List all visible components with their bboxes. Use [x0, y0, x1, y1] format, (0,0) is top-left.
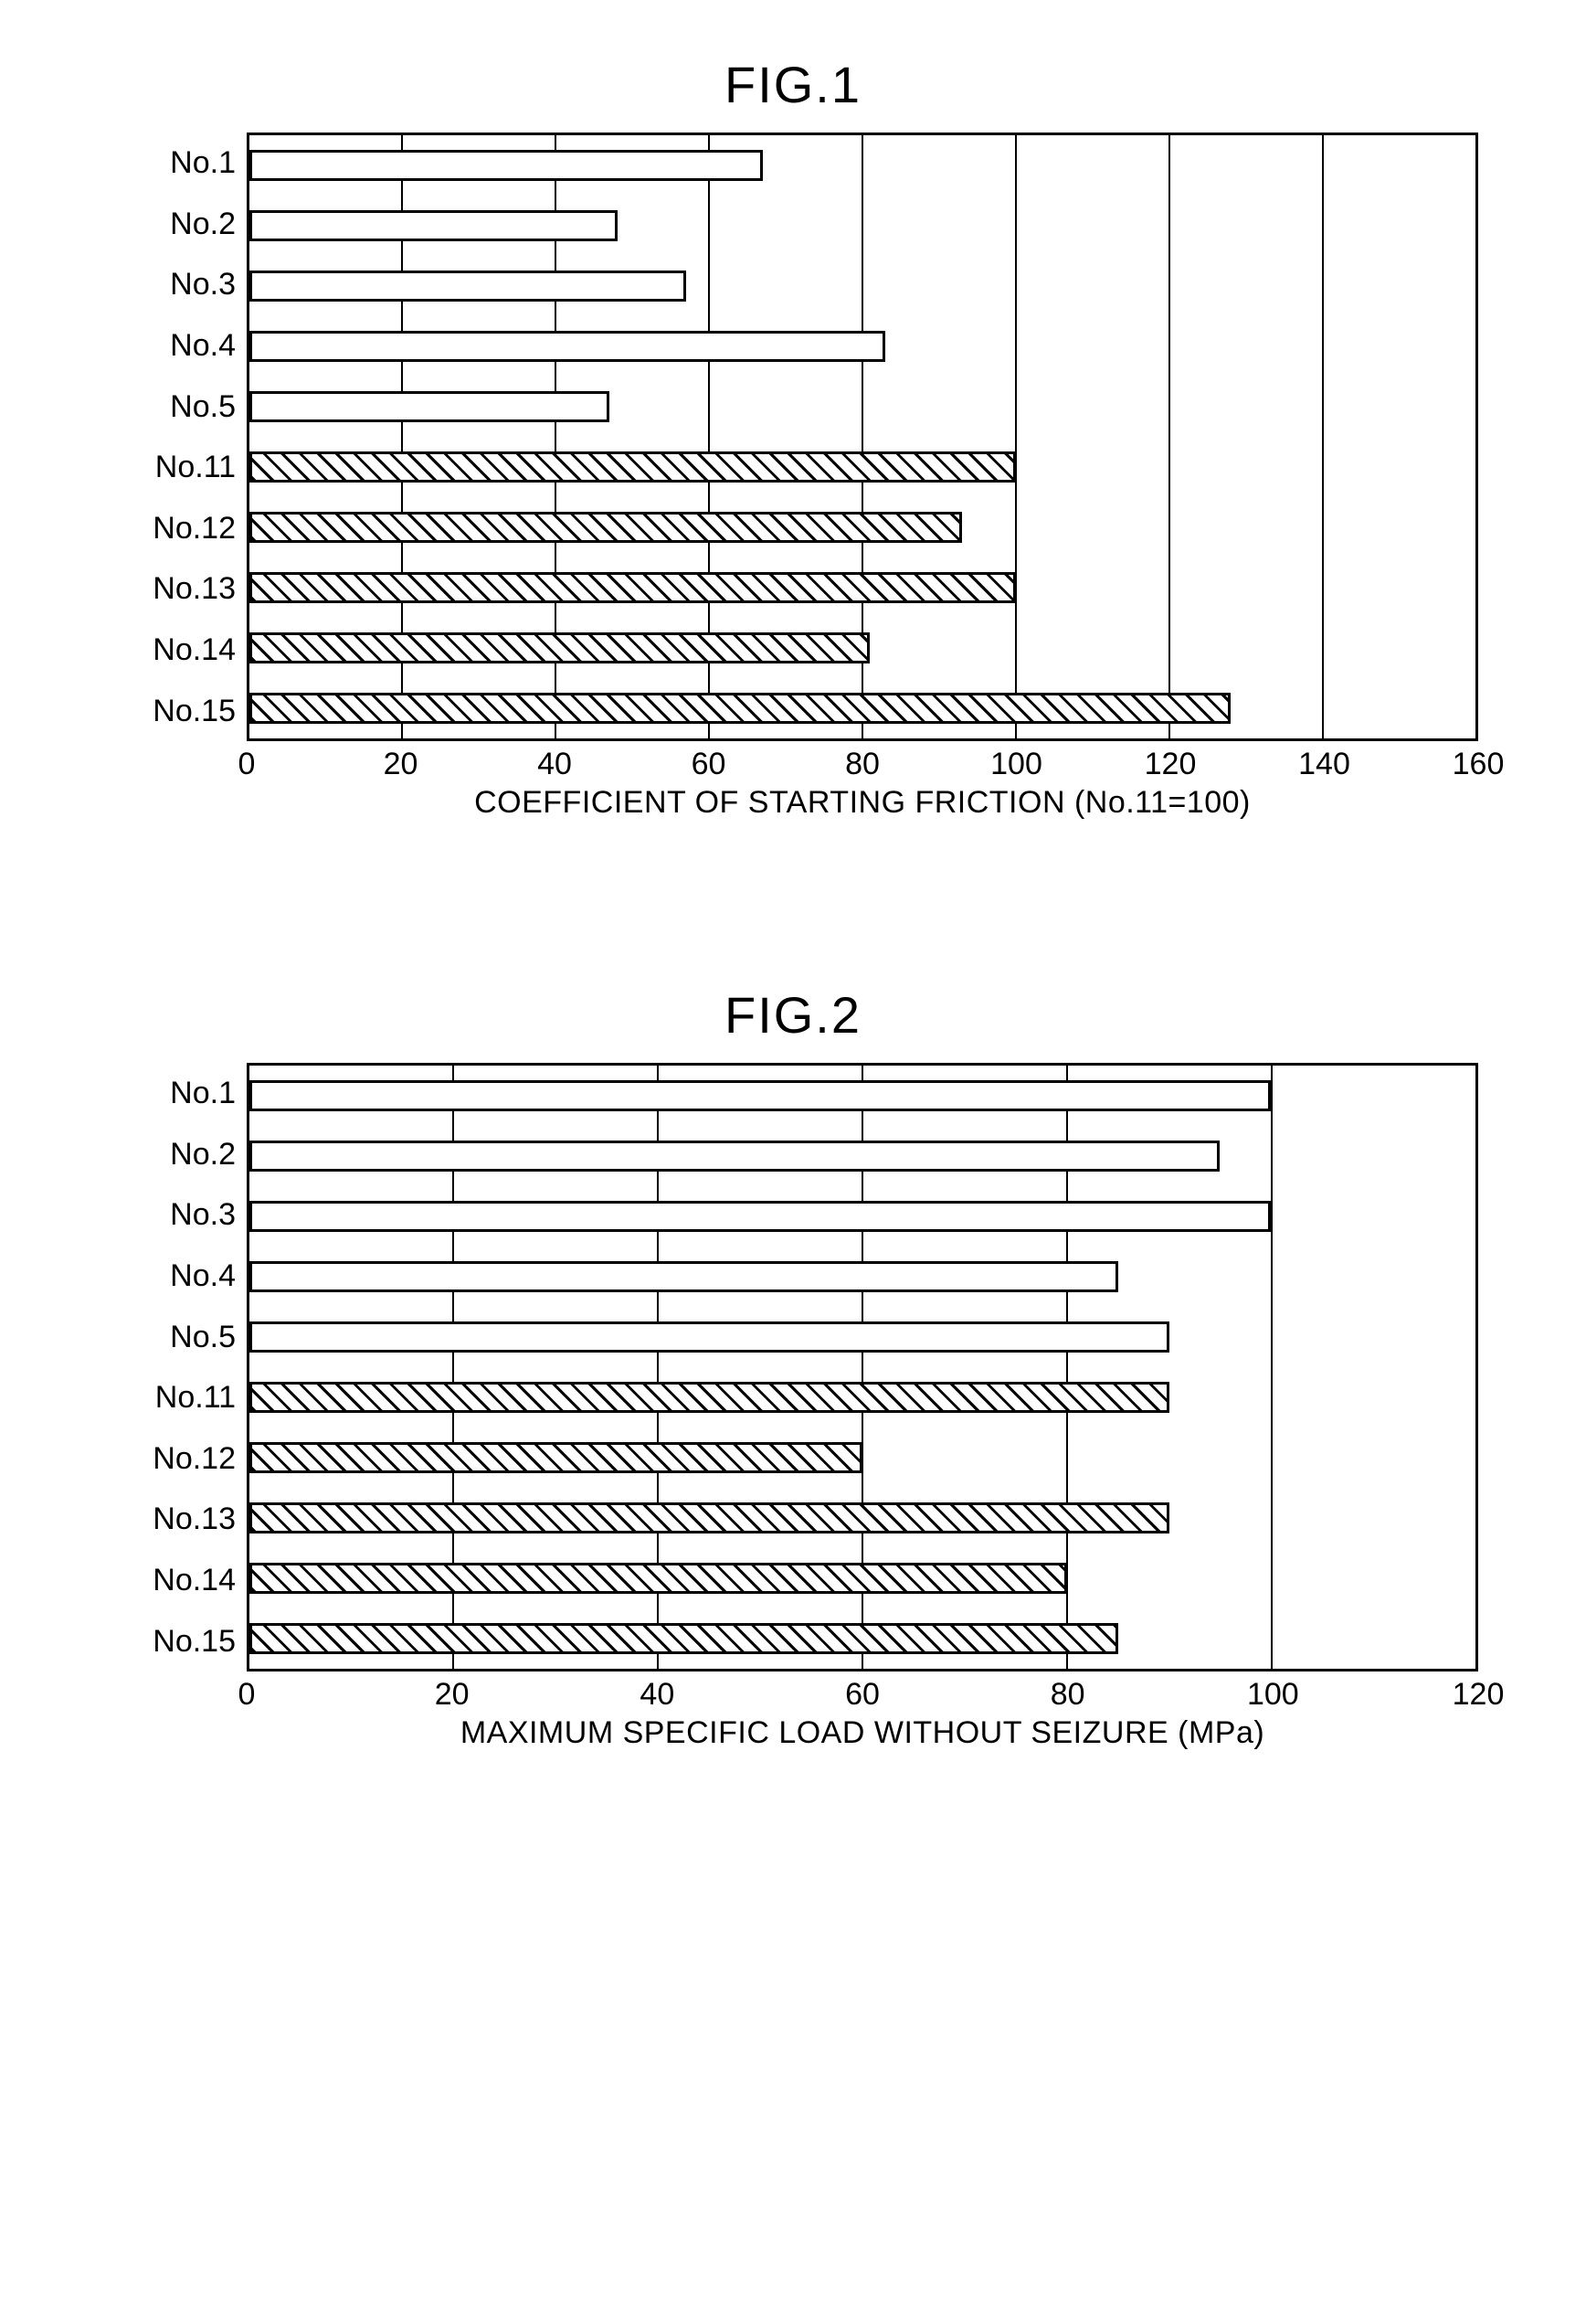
bar-hatched: [249, 1502, 1169, 1533]
x-tick-label: 120: [1145, 747, 1197, 782]
bar-row: [249, 678, 1475, 738]
x-tick-label: 140: [1298, 747, 1350, 782]
bar-row: [249, 1608, 1475, 1669]
bar-row: [249, 135, 1475, 196]
y-axis-category-label: No.13: [108, 1503, 236, 1534]
figure-1-y-labels: No.1 No.2 No.3 No.4 No.5 No.11 No.12 No.13 No.14…: [108, 133, 247, 741]
bar-plain: [249, 391, 609, 422]
y-axis-category-label: No.5: [108, 391, 236, 422]
y-axis-category-label: No.3: [108, 1199, 236, 1230]
bar-hatched: [249, 632, 870, 663]
bar-row: [249, 1307, 1475, 1367]
bar-plain: [249, 1321, 1169, 1353]
bar-row: [249, 316, 1475, 377]
x-tick-label: 40: [537, 747, 572, 782]
figure-1: FIG.1 No.1No.2No.3No.4No.5No.11No.12No.1…: [108, 55, 1478, 821]
y-axis-category-label: No.11: [108, 1382, 236, 1413]
bar-plain: [249, 1141, 1220, 1172]
bar-hatched: [249, 512, 962, 543]
bar-hatched: [249, 1563, 1067, 1594]
y-axis-category-label: No.4: [108, 330, 236, 361]
figure-2-title: FIG.2: [108, 985, 1478, 1045]
y-axis-category-label: No.14: [108, 634, 236, 665]
bar-row: [249, 1066, 1475, 1126]
x-tick-label: 100: [990, 747, 1042, 782]
bar-row: [249, 618, 1475, 678]
figure-1-x-axis: 020406080100120140160 COEFFICIENT OF STA…: [247, 741, 1478, 821]
bar-row: [249, 256, 1475, 316]
bar-hatched: [249, 1382, 1169, 1413]
x-tick-label: 20: [384, 747, 418, 782]
bar-row: [249, 377, 1475, 437]
bar-row: [249, 557, 1475, 618]
bar-row: [249, 1247, 1475, 1307]
y-axis-category-label: No.2: [108, 1139, 236, 1170]
y-axis-category-label: No.14: [108, 1565, 236, 1596]
bar-plain: [249, 271, 686, 302]
bar-hatched: [249, 693, 1231, 724]
y-axis-category-label: No.5: [108, 1321, 236, 1353]
figure-1-chart: No.1 No.2 No.3 No.4 No.5 No.11 No.12 No.13 No.14…: [108, 133, 1478, 741]
y-axis-category-label: No.15: [108, 695, 236, 727]
figure-2-x-ticks: 020406080100120: [247, 1671, 1478, 1712]
bar-row: [249, 1488, 1475, 1548]
x-tick-label: 100: [1247, 1677, 1299, 1713]
bar-plain: [249, 1080, 1271, 1111]
figure-2-x-axis: 020406080100120 MAXIMUM SPECIFIC LOAD WI…: [247, 1671, 1478, 1751]
y-axis-category-label: No.12: [108, 1443, 236, 1474]
bar-hatched: [249, 1623, 1118, 1654]
bar-plain: [249, 210, 618, 241]
bar-plain: [249, 331, 885, 362]
bar-plain: [249, 1261, 1118, 1292]
y-axis-category-label: No.1: [108, 1077, 236, 1109]
x-tick-label: 40: [640, 1677, 674, 1713]
figure-1-x-label: COEFFICIENT OF STARTING FRICTION (No.11=…: [247, 785, 1478, 821]
x-tick-label: 20: [435, 1677, 470, 1713]
figure-1-plot-area: [247, 133, 1478, 741]
figure-1-title: FIG.1: [108, 55, 1478, 114]
y-axis-category-label: No.15: [108, 1626, 236, 1657]
x-tick-label: 160: [1453, 747, 1505, 782]
y-axis-category-label: No.13: [108, 573, 236, 604]
bar-row: [249, 497, 1475, 557]
bar-hatched: [249, 1442, 862, 1473]
figure-2-y-labels: No.1 No.2 No.3 No.4 No.5 No.11 No.12 No.13 No.14…: [108, 1063, 247, 1671]
x-tick-label: 120: [1453, 1677, 1505, 1713]
figure-1-x-ticks: 020406080100120140160: [247, 741, 1478, 781]
y-axis-category-label: No.11: [108, 451, 236, 483]
bar-hatched: [249, 572, 1016, 603]
bar-row: [249, 1126, 1475, 1186]
y-axis-category-label: No.3: [108, 269, 236, 300]
figure-2-plot-area: [247, 1063, 1478, 1671]
figure-2: FIG.2 No.1No.2No.3No.4No.5No.11No.12No.1…: [108, 985, 1478, 1751]
x-tick-label: 80: [1051, 1677, 1085, 1713]
y-axis-category-label: No.4: [108, 1260, 236, 1291]
bar-row: [249, 1548, 1475, 1608]
y-axis-category-label: No.12: [108, 513, 236, 544]
x-tick-label: 60: [845, 1677, 880, 1713]
bar-row: [249, 1367, 1475, 1427]
y-axis-category-label: No.2: [108, 208, 236, 239]
x-tick-label: 0: [238, 747, 256, 782]
figure-2-chart: No.1 No.2 No.3 No.4 No.5 No.11 No.12 No.13 No.14…: [108, 1063, 1478, 1671]
figure-2-x-label: MAXIMUM SPECIFIC LOAD WITHOUT SEIZURE (M…: [247, 1715, 1478, 1751]
x-tick-label: 80: [845, 747, 880, 782]
bar-row: [249, 196, 1475, 256]
figure-1-bars: [249, 135, 1475, 738]
figure-2-bars: [249, 1066, 1475, 1669]
bar-hatched: [249, 451, 1016, 483]
x-tick-label: 0: [238, 1677, 256, 1713]
bar-plain: [249, 150, 763, 181]
bar-row: [249, 437, 1475, 497]
bar-row: [249, 1186, 1475, 1247]
bar-plain: [249, 1201, 1271, 1232]
bar-row: [249, 1427, 1475, 1488]
x-tick-label: 60: [692, 747, 726, 782]
y-axis-category-label: No.1: [108, 147, 236, 178]
